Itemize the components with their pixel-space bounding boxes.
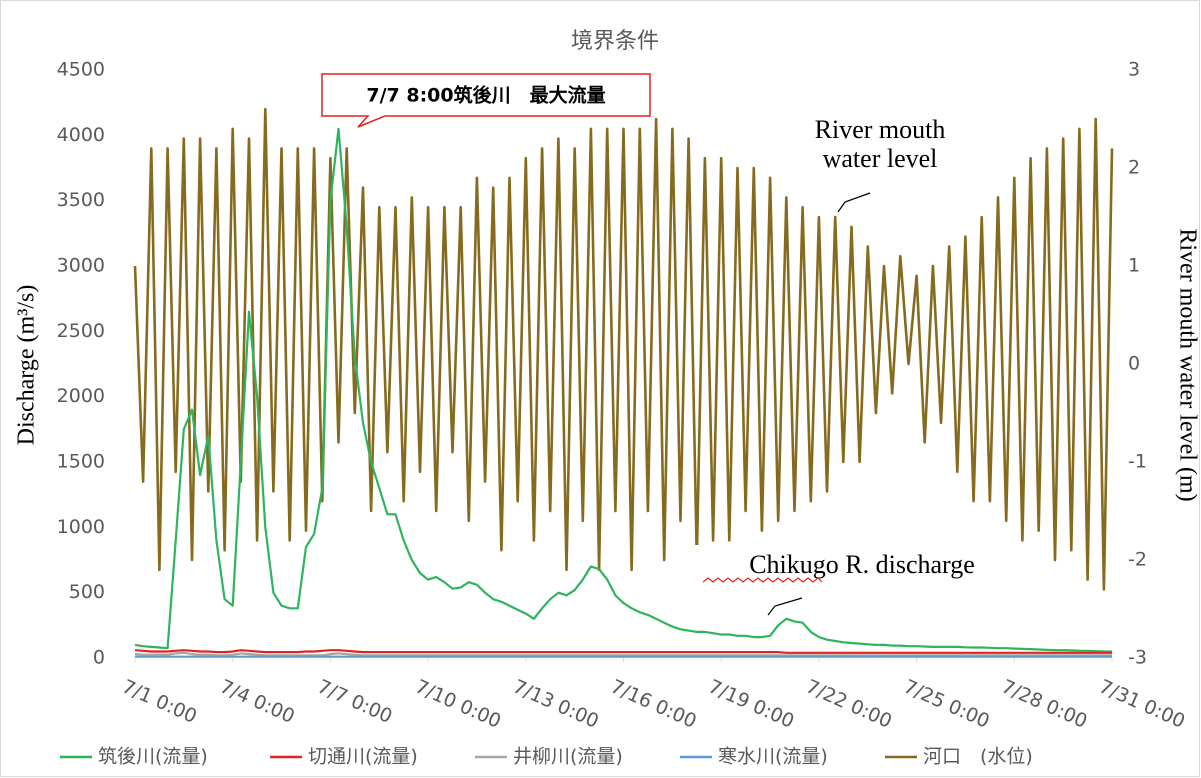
legend-label: 井柳川(流量) — [513, 746, 623, 768]
y2-tick-label: -2 — [1128, 549, 1147, 571]
series-line — [134, 651, 1112, 657]
y-tick-label: 2000 — [57, 385, 105, 407]
annotation-bg — [686, 545, 1036, 593]
y-tick-label: 2500 — [57, 320, 105, 342]
legend-label: 筑後川(流量) — [98, 746, 208, 768]
annotation: Chikugo R. discharge — [749, 550, 975, 579]
y-tick-label: 4000 — [57, 124, 105, 146]
chart-title: 境界条件 — [571, 29, 659, 54]
legend-label: 寒水川(流量) — [718, 746, 828, 768]
series-line — [134, 127, 1112, 653]
legend-label: 河口 (水位) — [923, 746, 1033, 768]
y-tick-label: 500 — [69, 581, 105, 603]
series-line — [134, 649, 1112, 654]
y-tick-label: 4500 — [57, 59, 105, 81]
y2-tick-label: 2 — [1128, 157, 1140, 179]
y2-tick-label: -3 — [1128, 647, 1147, 669]
callout: 7/7 8:00筑後川 最大流量 — [321, 73, 651, 128]
y2-axis-title: River mouth water level (m) — [1174, 228, 1200, 501]
callout-box — [321, 73, 651, 128]
leader-line — [837, 192, 871, 213]
y-tick-label: 3500 — [57, 189, 105, 211]
legend: 筑後川(流量) 切通川(流量) 井柳川(流量) 寒水川(流量) 河口 (水位) — [60, 746, 1033, 768]
y2-tick-label: 1 — [1128, 255, 1140, 277]
leader-line — [767, 597, 803, 616]
y-tick-label: 3000 — [57, 255, 105, 277]
annotation: River mouth — [815, 115, 946, 144]
y2-tick-label: 0 — [1128, 353, 1140, 375]
annotation: water level — [823, 144, 938, 173]
callout-text: 7/7 8:00筑後川 最大流量 — [366, 84, 605, 107]
spell-underline — [702, 577, 823, 583]
y-axis-title: Discharge (m³/s) — [14, 285, 40, 446]
y2-tick-label: -1 — [1128, 451, 1147, 473]
legend-label: 切通川(流量) — [308, 746, 418, 768]
y2-tick-label: 3 — [1128, 59, 1140, 81]
y-tick-label: 1500 — [57, 451, 105, 473]
series-line — [133, 107, 1114, 591]
y-tick-label: 1000 — [57, 516, 105, 538]
y-tick-label: 0 — [93, 647, 105, 669]
